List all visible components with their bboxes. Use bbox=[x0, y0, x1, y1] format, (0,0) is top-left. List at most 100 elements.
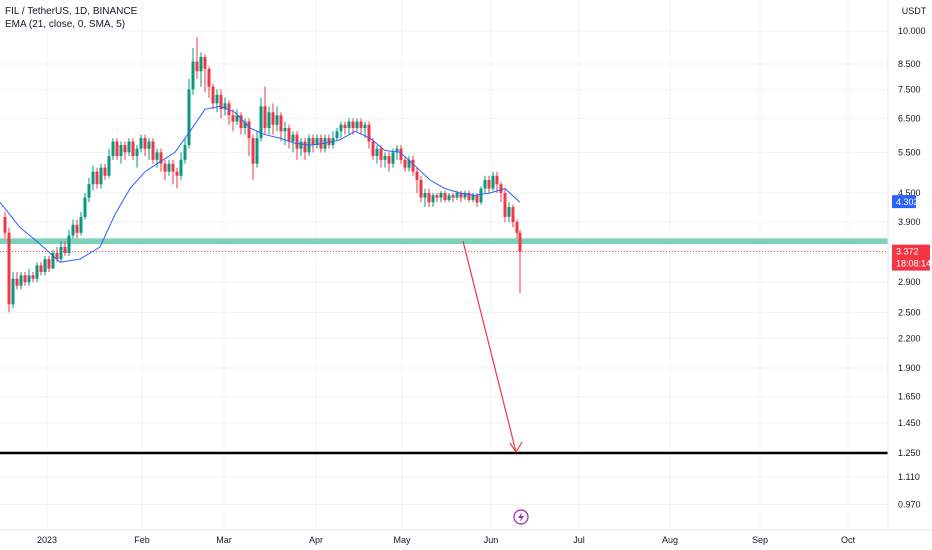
candle-body bbox=[171, 163, 175, 172]
candle-body bbox=[227, 103, 231, 116]
candle-body bbox=[159, 152, 163, 164]
candle-body bbox=[243, 121, 247, 129]
candle-body bbox=[99, 167, 103, 185]
candle-body bbox=[483, 179, 487, 189]
bar-countdown: 18:08:14 bbox=[896, 259, 931, 269]
candle-body bbox=[367, 124, 371, 142]
candle-body bbox=[223, 103, 227, 110]
candle-body bbox=[423, 193, 427, 198]
candle-body bbox=[259, 106, 263, 139]
candle-body bbox=[271, 112, 275, 125]
candle-body bbox=[447, 195, 451, 200]
candle-body bbox=[263, 106, 267, 129]
candle-body bbox=[511, 207, 515, 223]
candle-body bbox=[35, 265, 39, 279]
candle-body bbox=[415, 171, 419, 180]
candle-body bbox=[499, 184, 503, 194]
candle-body bbox=[335, 131, 339, 139]
candle-body bbox=[375, 148, 379, 157]
horizontal-levels bbox=[0, 238, 888, 455]
y-tick-label: 3.900 bbox=[898, 217, 921, 227]
candle-body bbox=[167, 163, 171, 172]
candle-body bbox=[295, 134, 299, 149]
y-tick-label: 5.500 bbox=[898, 147, 921, 157]
candle-body bbox=[407, 159, 411, 168]
candle-body bbox=[163, 163, 167, 172]
candle-body bbox=[431, 195, 435, 203]
candle-body bbox=[399, 148, 403, 160]
candle-body bbox=[287, 128, 291, 142]
candle-body bbox=[191, 61, 195, 90]
candle-body bbox=[451, 195, 455, 198]
candle-body bbox=[515, 222, 519, 233]
last-price-value: 3.372 bbox=[896, 247, 919, 257]
candle-body bbox=[207, 68, 211, 87]
candle-body bbox=[383, 156, 387, 160]
candle-body bbox=[311, 138, 315, 146]
candle-body bbox=[155, 152, 159, 160]
time-axis[interactable]: 2023 Feb Mar Apr May Jun Jul Aug Sep Oct bbox=[0, 529, 932, 545]
candle-body bbox=[195, 61, 199, 72]
candle-body bbox=[455, 193, 459, 198]
ema-price-tag bbox=[892, 195, 916, 209]
candle-body bbox=[219, 94, 223, 110]
candle-body bbox=[435, 195, 439, 198]
candle-body bbox=[119, 145, 123, 157]
candle-body bbox=[27, 275, 31, 283]
candle-body bbox=[291, 134, 295, 142]
y-tick-label: 2.200 bbox=[898, 333, 921, 343]
price-axis[interactable]: USDT 10.000 8.500 7.500 6.500 5.500 4.500 3.900… bbox=[887, 0, 927, 530]
y-tick-label: 7.500 bbox=[898, 84, 921, 94]
candle-body bbox=[491, 175, 495, 189]
candle-body bbox=[371, 141, 375, 157]
candle-body bbox=[55, 252, 59, 260]
candle-body bbox=[23, 275, 27, 283]
target-arrow-shaft bbox=[462, 241, 517, 453]
currency-label: USDT bbox=[902, 6, 927, 16]
candle-body bbox=[419, 179, 423, 198]
candle-body bbox=[87, 184, 91, 198]
candle-body bbox=[427, 193, 431, 203]
candle-body bbox=[175, 171, 179, 176]
candle-body bbox=[467, 193, 471, 200]
symbol-title[interactable]: FIL / TetherUS, 1D, BINANCE bbox=[5, 6, 138, 17]
candle-body bbox=[235, 115, 239, 122]
candle-body bbox=[391, 152, 395, 164]
x-tick-label: Aug bbox=[662, 535, 678, 545]
candle-body bbox=[151, 141, 155, 160]
candle-body bbox=[379, 148, 383, 160]
y-tick-label: 10.000 bbox=[898, 26, 926, 36]
candle-body bbox=[19, 275, 23, 286]
x-tick-label: Apr bbox=[309, 535, 323, 545]
candle-body bbox=[275, 115, 279, 125]
candle-body bbox=[135, 148, 139, 157]
candle-body bbox=[479, 188, 483, 203]
candle-body bbox=[475, 195, 479, 203]
candle-body bbox=[75, 224, 79, 233]
candle-body bbox=[43, 259, 47, 272]
y-tick-label: 6.500 bbox=[898, 113, 921, 123]
chart-legend: FIL / TetherUS, 1D, BINANCE EMA (21, clo… bbox=[5, 5, 137, 31]
candle-body bbox=[3, 216, 7, 233]
price-tags: 4.302 3.372 18:08:14 bbox=[892, 195, 931, 271]
candle-body bbox=[91, 171, 95, 185]
y-tick-label: 1.110 bbox=[898, 472, 920, 482]
candle-body bbox=[387, 156, 391, 164]
ema-indicator-label[interactable]: EMA (21, close, 0, SMA, 5) bbox=[5, 19, 126, 30]
x-tick-label: Jul bbox=[573, 535, 585, 545]
x-tick-label: Sep bbox=[752, 535, 768, 545]
y-tick-label: 2.500 bbox=[898, 307, 921, 317]
candle-body bbox=[63, 246, 67, 253]
candle-body bbox=[495, 175, 499, 185]
candle-body bbox=[211, 86, 215, 104]
support-zone bbox=[0, 238, 888, 245]
candle-body bbox=[199, 56, 203, 72]
candle-body bbox=[303, 141, 307, 153]
candle-body bbox=[247, 121, 251, 139]
target-arrow-head bbox=[509, 441, 523, 454]
candle-body bbox=[459, 193, 463, 198]
candle-body bbox=[395, 148, 399, 153]
lightning-icon-bolt bbox=[518, 512, 524, 522]
y-tick-label: 1.900 bbox=[898, 363, 921, 373]
